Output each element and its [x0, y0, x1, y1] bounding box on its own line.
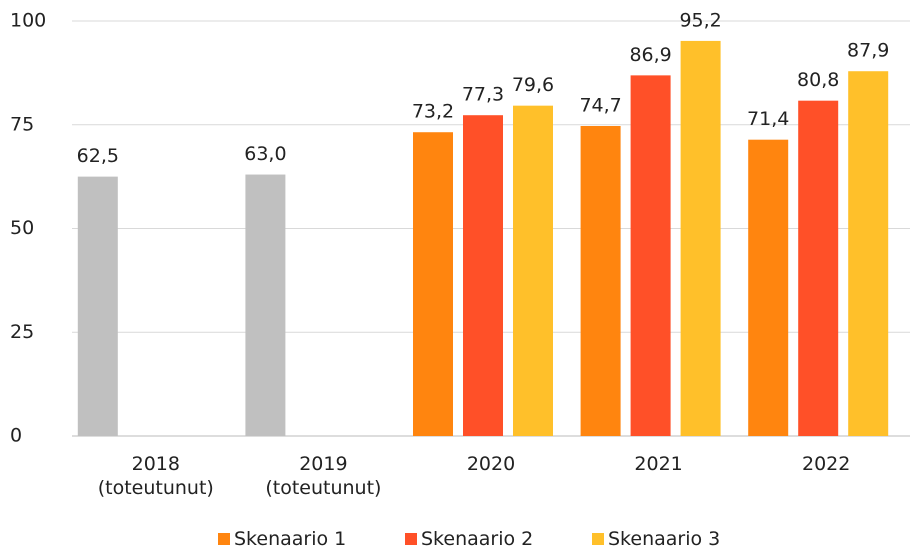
data-label: 73,2 [412, 101, 454, 123]
bar [413, 132, 453, 436]
y-tick-label: 100 [10, 10, 46, 32]
bar [630, 75, 671, 437]
bar [680, 40, 721, 437]
legend-entry: Skenaario 1 [218, 528, 346, 550]
bar [245, 174, 286, 437]
legend-swatch [218, 533, 230, 545]
legend-label: Skenaario 1 [234, 528, 347, 550]
bar [513, 105, 553, 436]
y-tick-label: 25 [10, 321, 34, 343]
bar [798, 100, 839, 437]
data-label: 87,9 [847, 40, 889, 62]
x-tick-label: 2019 (toteutunut) [265, 453, 382, 499]
legend-swatch [405, 533, 417, 545]
legend-label: Skenaario 2 [421, 528, 534, 550]
data-label: 86,9 [629, 44, 671, 66]
legend-entry: Skenaario 2 [405, 528, 533, 550]
data-label: 77,3 [462, 84, 504, 106]
y-tick-label: 75 [10, 113, 34, 135]
data-label: 95,2 [679, 9, 721, 31]
x-tick-label: 2021 [634, 453, 683, 475]
y-tick-label: 50 [10, 217, 34, 239]
x-tick-label: 2018 (toteutunut) [97, 453, 214, 499]
legend-label: Skenaario 3 [608, 528, 721, 550]
y-tick-label: 0 [10, 425, 22, 447]
data-label: 80,8 [797, 69, 839, 91]
data-label: 74,7 [579, 94, 621, 116]
bar [848, 71, 889, 436]
bar [463, 115, 503, 436]
x-tick-label: 2022 [802, 453, 851, 475]
bar [748, 139, 789, 436]
data-label: 79,6 [512, 74, 554, 96]
x-tick-label: 2020 [466, 453, 516, 475]
bar [77, 176, 118, 436]
legend-swatch [592, 533, 604, 545]
bar [580, 125, 621, 437]
legend-entry: Skenaario 3 [592, 528, 720, 550]
data-label: 71,4 [747, 108, 789, 130]
data-label: 62,5 [77, 145, 119, 167]
data-label: 63,0 [244, 143, 286, 165]
